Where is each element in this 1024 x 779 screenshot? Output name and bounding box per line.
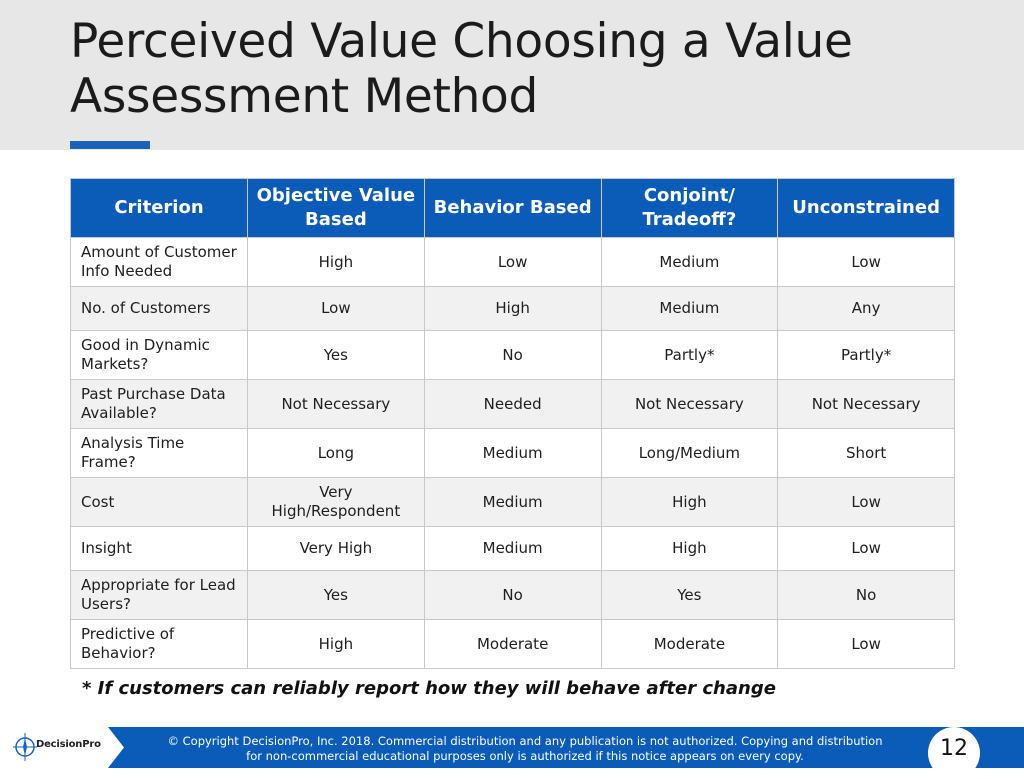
- criterion-cell: Predictive of Behavior?: [70, 619, 248, 669]
- value-cell: Long/Medium: [600, 428, 779, 478]
- criterion-cell: Analysis Time Frame?: [70, 428, 248, 478]
- value-cell: Moderate: [423, 619, 602, 669]
- slide-title: Perceived Value Choosing a Value Assessm…: [70, 14, 853, 124]
- value-cell: Very High/Respondent: [247, 477, 425, 527]
- value-cell: High: [600, 526, 779, 571]
- value-cell: Not Necessary: [247, 379, 425, 429]
- value-cell: Medium: [423, 526, 602, 571]
- header-conjoint-tradeoff: Conjoint/ Tradeoff?: [600, 178, 779, 238]
- value-cell: Very High: [247, 526, 425, 571]
- value-cell: High: [600, 477, 779, 527]
- header-unconstrained: Unconstrained: [777, 178, 955, 238]
- criterion-cell: Good in Dynamic Markets?: [70, 330, 248, 380]
- criterion-cell: Past Purchase Data Available?: [70, 379, 248, 429]
- copyright-line-1: © Copyright DecisionPro, Inc. 2018. Comm…: [167, 734, 883, 748]
- compass-logo-icon: [13, 733, 37, 761]
- table-row: Good in Dynamic Markets? Yes No Partly* Part…: [70, 330, 955, 380]
- criterion-cell: Appropriate for Lead Users?: [70, 570, 248, 620]
- value-cell: Yes: [600, 570, 779, 620]
- value-cell: High: [423, 286, 602, 331]
- value-cell: Low: [777, 619, 955, 669]
- title-accent-bar: [70, 141, 150, 149]
- table-row: Amount of Customer Info Needed High Low Med…: [70, 237, 955, 287]
- table-row: Cost Very High/Respondent Medium High Low: [70, 477, 955, 527]
- value-cell: No: [777, 570, 955, 620]
- table-row: Predictive of Behavior? High Moderate Moder…: [70, 619, 955, 669]
- table-body: Amount of Customer Info Needed High Low Med…: [70, 237, 955, 669]
- criterion-cell: Amount of Customer Info Needed: [70, 237, 248, 287]
- comparison-table: Criterion Objective Value Based Behavior…: [70, 178, 955, 669]
- value-cell: Medium: [423, 477, 602, 527]
- table-row: Insight Very High Medium High Low: [70, 526, 955, 571]
- value-cell: Partly*: [777, 330, 955, 380]
- value-cell: Low: [777, 237, 955, 287]
- value-cell: No: [423, 570, 602, 620]
- value-cell: Not Necessary: [600, 379, 779, 429]
- copyright-notice: © Copyright DecisionPro, Inc. 2018. Comm…: [150, 734, 900, 764]
- value-cell: Yes: [247, 570, 425, 620]
- criterion-cell: No. of Customers: [70, 286, 248, 331]
- logo: DecisionPro: [0, 727, 124, 768]
- value-cell: Yes: [247, 330, 425, 380]
- value-cell: Low: [247, 286, 425, 331]
- table-row: Appropriate for Lead Users? Yes No Yes No: [70, 570, 955, 620]
- value-cell: No: [423, 330, 602, 380]
- value-cell: Long: [247, 428, 425, 478]
- title-band: [0, 0, 1024, 150]
- header-objective-value-based: Objective Value Based: [247, 178, 425, 238]
- value-cell: High: [247, 237, 425, 287]
- footnote: * If customers can reliably report how t…: [82, 678, 776, 699]
- page-number: 12: [928, 727, 980, 779]
- value-cell: Needed: [423, 379, 602, 429]
- footer-bar: [0, 727, 1024, 768]
- value-cell: Medium: [600, 237, 779, 287]
- table-row: No. of Customers Low High Medium Any: [70, 286, 955, 331]
- value-cell: Moderate: [600, 619, 779, 669]
- table-row: Analysis Time Frame? Long Medium Long/Mediu…: [70, 428, 955, 478]
- table-row: Past Purchase Data Available? Not Necessa…: [70, 379, 955, 429]
- value-cell: Low: [423, 237, 602, 287]
- value-cell: Medium: [423, 428, 602, 478]
- value-cell: Short: [777, 428, 955, 478]
- value-cell: High: [247, 619, 425, 669]
- copyright-line-2: for non-commercial educational purposes …: [246, 749, 804, 763]
- value-cell: Not Necessary: [777, 379, 955, 429]
- value-cell: Low: [777, 477, 955, 527]
- value-cell: Partly*: [600, 330, 779, 380]
- criterion-cell: Insight: [70, 526, 248, 571]
- value-cell: Low: [777, 526, 955, 571]
- criterion-cell: Cost: [70, 477, 248, 527]
- header-criterion: Criterion: [70, 178, 248, 238]
- header-row: Criterion Objective Value Based Behavior…: [70, 178, 955, 238]
- header-behavior-based: Behavior Based: [423, 178, 602, 238]
- logo-text: DecisionPro: [36, 739, 101, 750]
- value-cell: Any: [777, 286, 955, 331]
- value-cell: Medium: [600, 286, 779, 331]
